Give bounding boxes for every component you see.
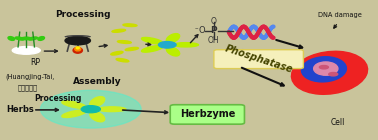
Ellipse shape (112, 29, 125, 32)
FancyBboxPatch shape (214, 50, 304, 69)
Text: Assembly: Assembly (73, 77, 121, 86)
Ellipse shape (12, 47, 40, 54)
Ellipse shape (314, 62, 338, 75)
Ellipse shape (291, 51, 367, 94)
Ellipse shape (118, 41, 131, 43)
Ellipse shape (8, 37, 15, 40)
Ellipse shape (141, 46, 163, 52)
Text: O: O (198, 26, 205, 35)
Text: Phosphatase: Phosphatase (223, 43, 294, 75)
Text: DNA damage: DNA damage (318, 12, 362, 18)
Ellipse shape (125, 47, 138, 51)
FancyBboxPatch shape (170, 105, 245, 124)
Text: Herbzyme: Herbzyme (180, 109, 235, 119)
Circle shape (40, 90, 141, 128)
Ellipse shape (73, 48, 82, 53)
Circle shape (329, 73, 338, 76)
Ellipse shape (75, 47, 81, 51)
Circle shape (319, 66, 328, 69)
Ellipse shape (116, 59, 129, 62)
Ellipse shape (173, 43, 198, 47)
Ellipse shape (141, 37, 163, 44)
Ellipse shape (62, 101, 86, 108)
Ellipse shape (65, 36, 90, 45)
Ellipse shape (38, 37, 45, 40)
Text: RP: RP (31, 58, 40, 67)
Text: P: P (210, 26, 217, 35)
Ellipse shape (166, 47, 180, 56)
Circle shape (81, 106, 101, 113)
Text: 泰山黄精）: 泰山黄精） (18, 84, 38, 91)
Text: Processing: Processing (34, 94, 82, 103)
Ellipse shape (97, 107, 126, 112)
Ellipse shape (123, 24, 137, 26)
Ellipse shape (62, 110, 86, 117)
Ellipse shape (28, 37, 37, 40)
Ellipse shape (90, 111, 105, 122)
Text: O: O (211, 17, 217, 25)
Text: Processing: Processing (56, 10, 111, 19)
Ellipse shape (76, 47, 79, 49)
Circle shape (158, 41, 176, 48)
Ellipse shape (301, 57, 346, 82)
Text: (Huangjing-Tai,: (Huangjing-Tai, (5, 74, 54, 80)
Ellipse shape (90, 97, 105, 107)
Text: –: – (195, 25, 198, 31)
Ellipse shape (111, 51, 123, 55)
Text: Herbs: Herbs (6, 105, 34, 114)
Ellipse shape (15, 37, 24, 40)
Text: OH: OH (208, 36, 219, 45)
Ellipse shape (166, 34, 180, 43)
Ellipse shape (23, 37, 33, 40)
Ellipse shape (20, 37, 30, 40)
Text: Cell: Cell (330, 118, 345, 127)
